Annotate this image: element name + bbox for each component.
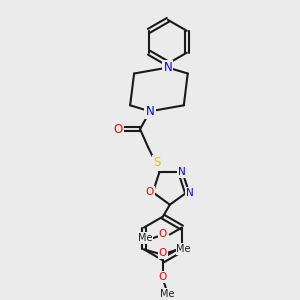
Text: O: O (159, 248, 167, 258)
Text: N: N (178, 167, 186, 177)
Text: O: O (114, 123, 123, 136)
Text: O: O (159, 230, 167, 239)
Text: Me: Me (176, 244, 191, 254)
Text: O: O (159, 272, 167, 282)
Text: N: N (164, 61, 172, 74)
Text: N: N (146, 105, 154, 118)
Text: S: S (153, 157, 161, 169)
Text: O: O (146, 187, 154, 197)
Text: Me: Me (138, 233, 152, 244)
Text: N: N (186, 188, 194, 198)
Text: Me: Me (160, 289, 174, 299)
